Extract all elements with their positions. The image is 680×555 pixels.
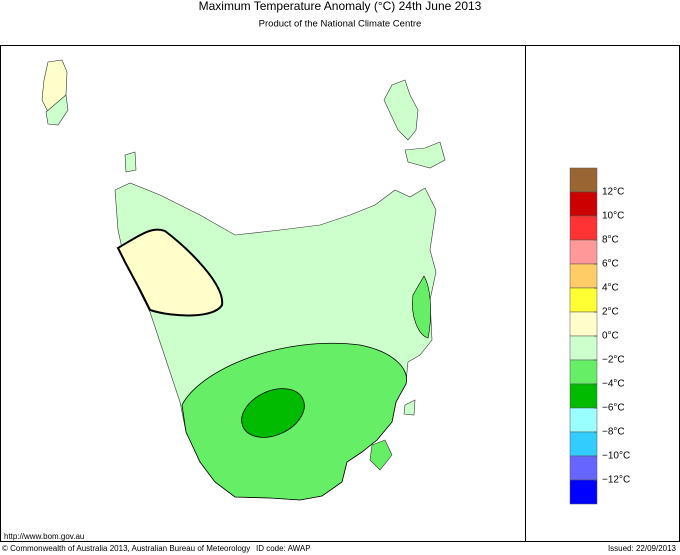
legend-label: −2°C	[602, 355, 625, 366]
issued: Issued: 22/09/2013	[608, 544, 677, 553]
anomaly-region	[241, 388, 305, 438]
legend-swatch	[569, 239, 598, 265]
legend-swatch	[569, 311, 598, 337]
anomaly-region	[116, 228, 224, 317]
legend-label: −6°C	[602, 403, 625, 414]
island	[369, 439, 393, 471]
legend-swatch	[569, 455, 598, 481]
title: Maximum Temperature Anomaly (°C) 24th Ju…	[199, 0, 482, 13]
legend-label: −12°C	[602, 475, 630, 486]
flinders-island	[383, 79, 419, 141]
island	[124, 151, 137, 173]
anomaly-region	[412, 275, 431, 339]
map	[41, 59, 446, 501]
legend-swatch	[569, 479, 598, 505]
legend-label: −10°C	[602, 451, 630, 462]
legend-swatch	[569, 407, 598, 433]
legend-swatch	[569, 215, 598, 241]
king-island	[45, 94, 69, 126]
legend-swatch	[569, 167, 598, 193]
legend: 12°C 10°C 8°C 6°C 4°C 2°C 0°C −2°C −4°C −6°C −8°C −…	[569, 167, 630, 505]
legend-swatch	[569, 431, 598, 457]
legend-swatch	[569, 383, 598, 409]
legend-swatch	[569, 335, 598, 361]
legend-swatch	[569, 359, 598, 385]
legend-label: 12°C	[602, 187, 624, 198]
subtitle: Product of the National Climate Centre	[259, 19, 422, 30]
legend-label: 8°C	[602, 235, 619, 246]
island	[403, 399, 416, 416]
url: http://www.bom.gov.au	[4, 532, 84, 541]
legend-swatch	[569, 287, 598, 313]
legend-swatch	[569, 263, 598, 289]
legend-label: −4°C	[602, 379, 625, 390]
copyright: © Commonwealth of Australia 2013, Austra…	[2, 544, 250, 553]
legend-label: 0°C	[602, 331, 619, 342]
island	[404, 141, 446, 169]
legend-label: 10°C	[602, 211, 624, 222]
legend-label: 6°C	[602, 259, 619, 270]
legend-label: 2°C	[602, 307, 619, 318]
legend-label: −8°C	[602, 427, 625, 438]
legend-swatch	[569, 191, 598, 217]
id-code: ID code: AWAP	[256, 544, 311, 553]
legend-label: 4°C	[602, 283, 619, 294]
